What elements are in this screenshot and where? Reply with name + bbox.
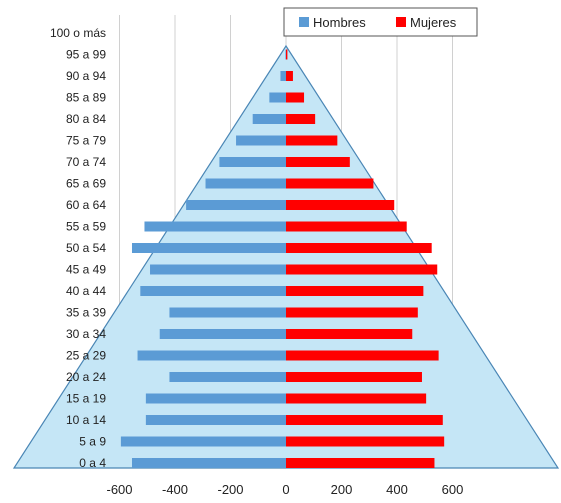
y-tick-label: 10 a 14 [66, 413, 106, 427]
bar-hombres [169, 372, 286, 382]
y-tick-label: 20 a 24 [66, 370, 106, 384]
y-tick-label: 85 a 89 [66, 91, 106, 105]
bar-mujeres [286, 157, 350, 167]
bar-hombres [285, 50, 286, 60]
y-tick-label: 0 a 4 [79, 456, 106, 470]
bar-mujeres [286, 458, 434, 468]
x-tick-label: 400 [386, 482, 408, 497]
x-tick-label: -600 [106, 482, 132, 497]
bar-hombres [121, 437, 286, 447]
y-tick-label: 45 a 49 [66, 263, 106, 277]
y-tick-label: 30 a 34 [66, 327, 106, 341]
bar-hombres [146, 415, 286, 425]
x-tick-label: -400 [162, 482, 188, 497]
bar-mujeres [286, 286, 423, 296]
bar-hombres [160, 329, 286, 339]
bar-mujeres [286, 179, 373, 189]
bar-mujeres [286, 222, 407, 232]
bar-mujeres [286, 308, 418, 318]
bar-mujeres [286, 243, 432, 253]
bar-mujeres [286, 351, 439, 361]
legend-swatch-hombres [299, 17, 309, 27]
y-tick-label: 40 a 44 [66, 284, 106, 298]
bar-mujeres [286, 136, 337, 146]
bar-mujeres [286, 265, 437, 275]
y-tick-label: 100 o más [50, 26, 106, 40]
bar-hombres [219, 157, 286, 167]
bar-mujeres [286, 50, 287, 60]
bar-mujeres [286, 93, 304, 103]
y-tick-label: 60 a 64 [66, 198, 106, 212]
y-tick-label: 35 a 39 [66, 306, 106, 320]
y-tick-label: 15 a 19 [66, 392, 106, 406]
x-tick-label: 200 [331, 482, 353, 497]
bar-hombres [206, 179, 286, 189]
bar-hombres [138, 351, 286, 361]
y-tick-label: 95 a 99 [66, 48, 106, 62]
bar-hombres [280, 71, 286, 81]
legend-label-mujeres: Mujeres [410, 15, 457, 30]
x-axis-tick-labels: -600 -400 -200 0 200 400 600 [106, 482, 463, 497]
y-tick-label: 75 a 79 [66, 134, 106, 148]
x-tick-label: 0 [282, 482, 289, 497]
bar-mujeres [286, 415, 443, 425]
bar-mujeres [286, 200, 394, 210]
x-tick-label: -200 [217, 482, 243, 497]
bar-mujeres [286, 114, 315, 124]
y-tick-label: 70 a 74 [66, 155, 106, 169]
legend-swatch-mujeres [396, 17, 406, 27]
bar-mujeres [286, 394, 426, 404]
bar-hombres [144, 222, 286, 232]
y-tick-label: 90 a 94 [66, 69, 106, 83]
y-tick-label: 65 a 69 [66, 177, 106, 191]
bar-hombres [150, 265, 286, 275]
bar-mujeres [286, 437, 444, 447]
x-tick-label: 600 [442, 482, 464, 497]
bar-hombres [269, 93, 286, 103]
y-tick-label: 25 a 29 [66, 349, 106, 363]
bar-hombres [169, 308, 286, 318]
y-tick-label: 80 a 84 [66, 112, 106, 126]
bar-hombres [132, 243, 286, 253]
bar-hombres [236, 136, 286, 146]
bar-mujeres [286, 329, 412, 339]
bar-mujeres [286, 71, 293, 81]
y-tick-label: 50 a 54 [66, 241, 106, 255]
legend-label-hombres: Hombres [313, 15, 366, 30]
bar-hombres [253, 114, 286, 124]
y-tick-label: 55 a 59 [66, 220, 106, 234]
bar-mujeres [286, 372, 422, 382]
bar-hombres [186, 200, 286, 210]
y-tick-label: 5 a 9 [79, 435, 106, 449]
bar-hombres [140, 286, 286, 296]
bar-hombres [146, 394, 286, 404]
bar-hombres [132, 458, 286, 468]
legend: Hombres Mujeres [284, 8, 477, 36]
